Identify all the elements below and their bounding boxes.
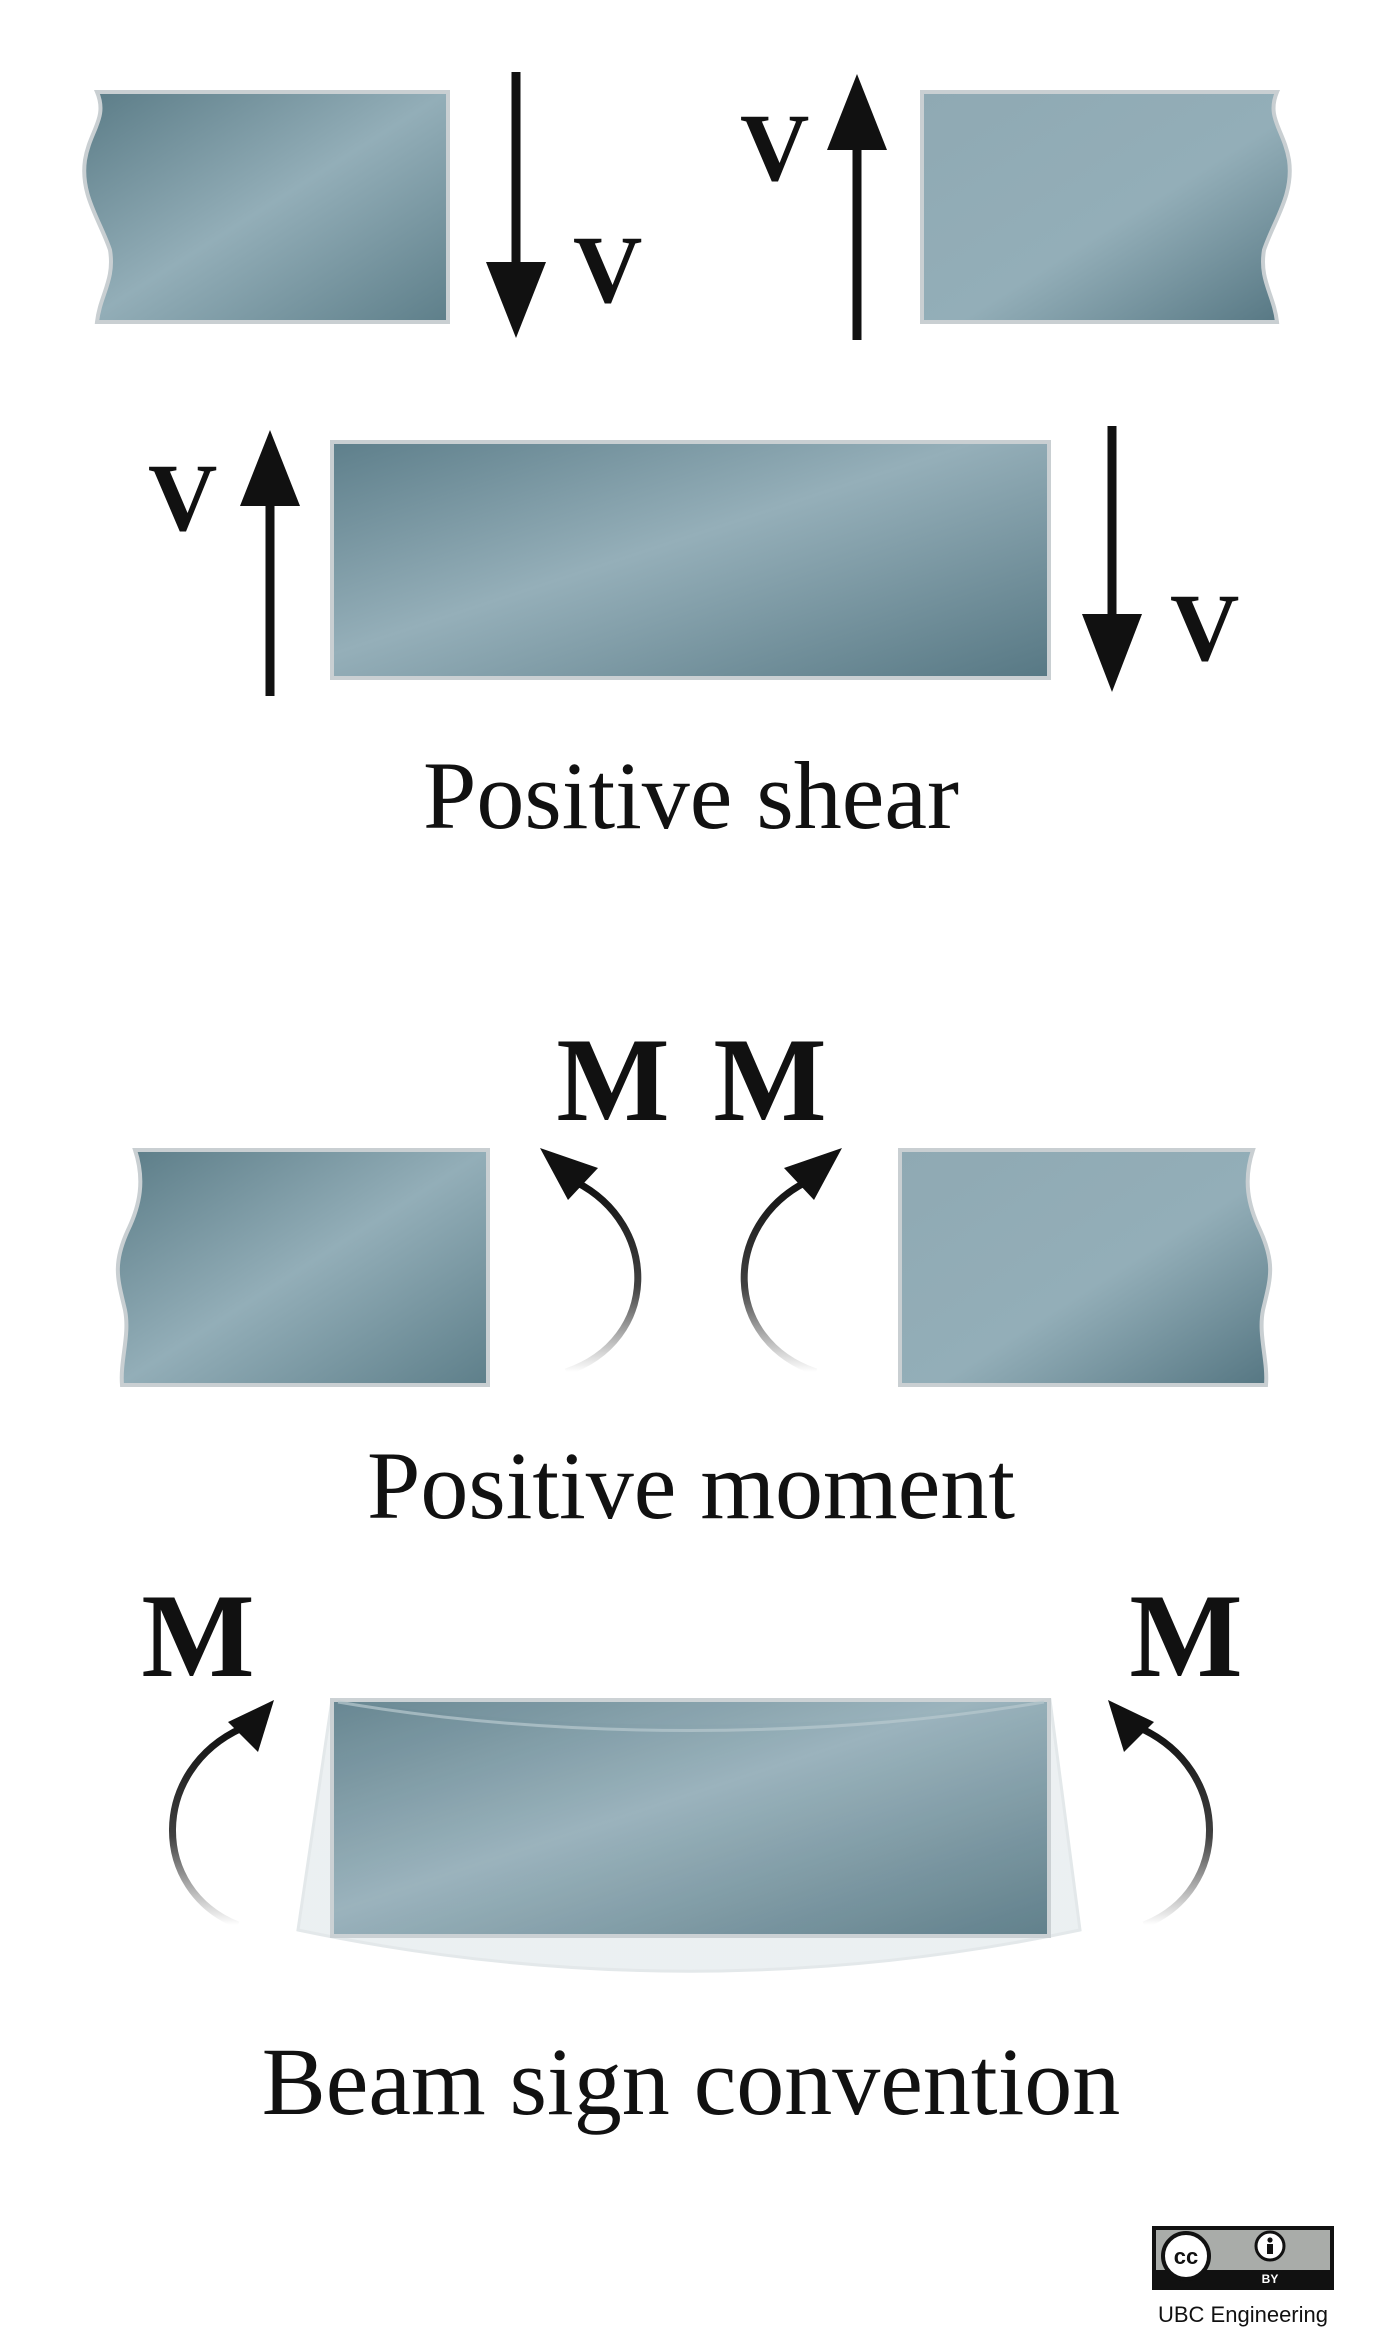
- convention-section: M M Beam sign convention: [141, 1569, 1242, 2135]
- shear-label-v-3: V: [148, 444, 217, 551]
- moment-caption: Positive moment: [367, 1432, 1015, 1539]
- convention-arrow-left: [169, 1700, 274, 1929]
- shear-section: V V V V Positive shear: [82, 72, 1292, 849]
- shear-left-segment: [82, 90, 450, 324]
- shear-arrow-up-beam-left: [240, 430, 300, 696]
- moment-arrow-left: [540, 1148, 642, 1376]
- moment-label-m-2: M: [713, 1013, 826, 1146]
- attribution-person-icon: [1254, 2230, 1286, 2262]
- convention-label-m-right: M: [1129, 1569, 1242, 1702]
- license-by-label: BY: [1262, 2272, 1279, 2286]
- shear-arrow-down-beam-right: [1082, 426, 1142, 692]
- moment-label-m-1: M: [556, 1013, 669, 1146]
- shear-label-v-4: V: [1170, 574, 1239, 681]
- shear-right-segment: [920, 90, 1292, 324]
- convention-arrow-right: [1108, 1700, 1213, 1929]
- svg-text:cc: cc: [1174, 2244, 1198, 2269]
- shear-label-v-2: V: [740, 94, 809, 201]
- shear-caption: Positive shear: [423, 742, 959, 849]
- convention-caption: Beam sign convention: [262, 2028, 1121, 2135]
- convention-beam: [330, 1698, 1051, 1938]
- moment-right-segment: [898, 1148, 1273, 1387]
- moment-left-segment: [115, 1148, 490, 1387]
- moment-section: M M Positive moment: [115, 1013, 1273, 1539]
- shear-arrow-up-right: [827, 74, 887, 340]
- moment-arrow-right: [740, 1148, 842, 1376]
- shear-beam: [330, 440, 1051, 680]
- cc-icon: cc: [1161, 2231, 1211, 2281]
- shear-label-v-1: V: [573, 216, 642, 323]
- convention-label-m-left: M: [141, 1569, 254, 1702]
- license-credit: UBC Engineering: [1158, 2302, 1328, 2327]
- shear-arrow-down-left: [486, 72, 546, 338]
- convention-beam-curvature: [337, 1700, 1045, 1732]
- cc-by-license-badge: cc BY UBC Engineering: [1152, 2226, 1334, 2327]
